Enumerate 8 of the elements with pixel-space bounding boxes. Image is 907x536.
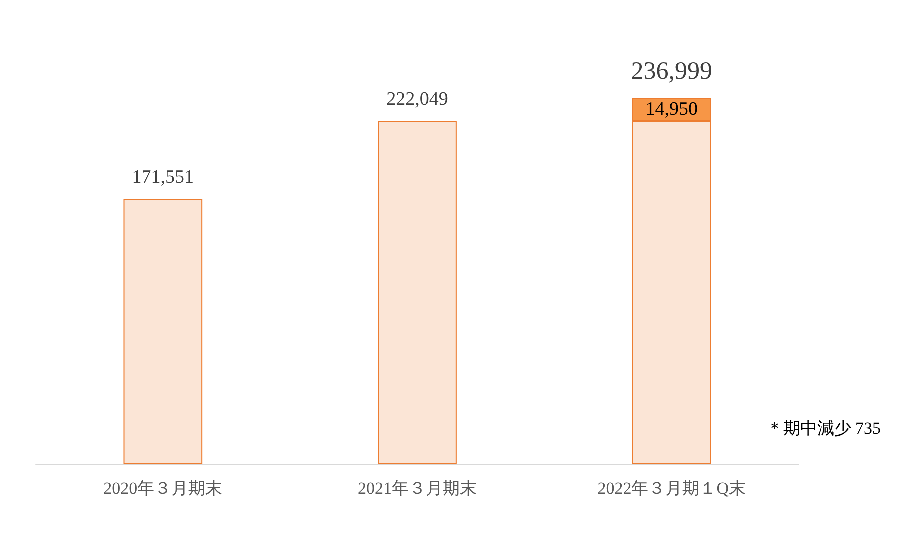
total-label: 236,999 (631, 58, 712, 86)
data-label: 171,551 (132, 167, 194, 188)
x-tick-label: 2020年３月期末 (104, 479, 223, 498)
data-label: 222,049 (386, 89, 448, 110)
x-tick-label: 2022年３月期１Q末 (598, 479, 746, 498)
data-label: 14,950 (646, 99, 698, 120)
x-tick-label: 2021年３月期末 (358, 479, 477, 498)
annotation: ＊期中減少 735 (766, 419, 881, 438)
